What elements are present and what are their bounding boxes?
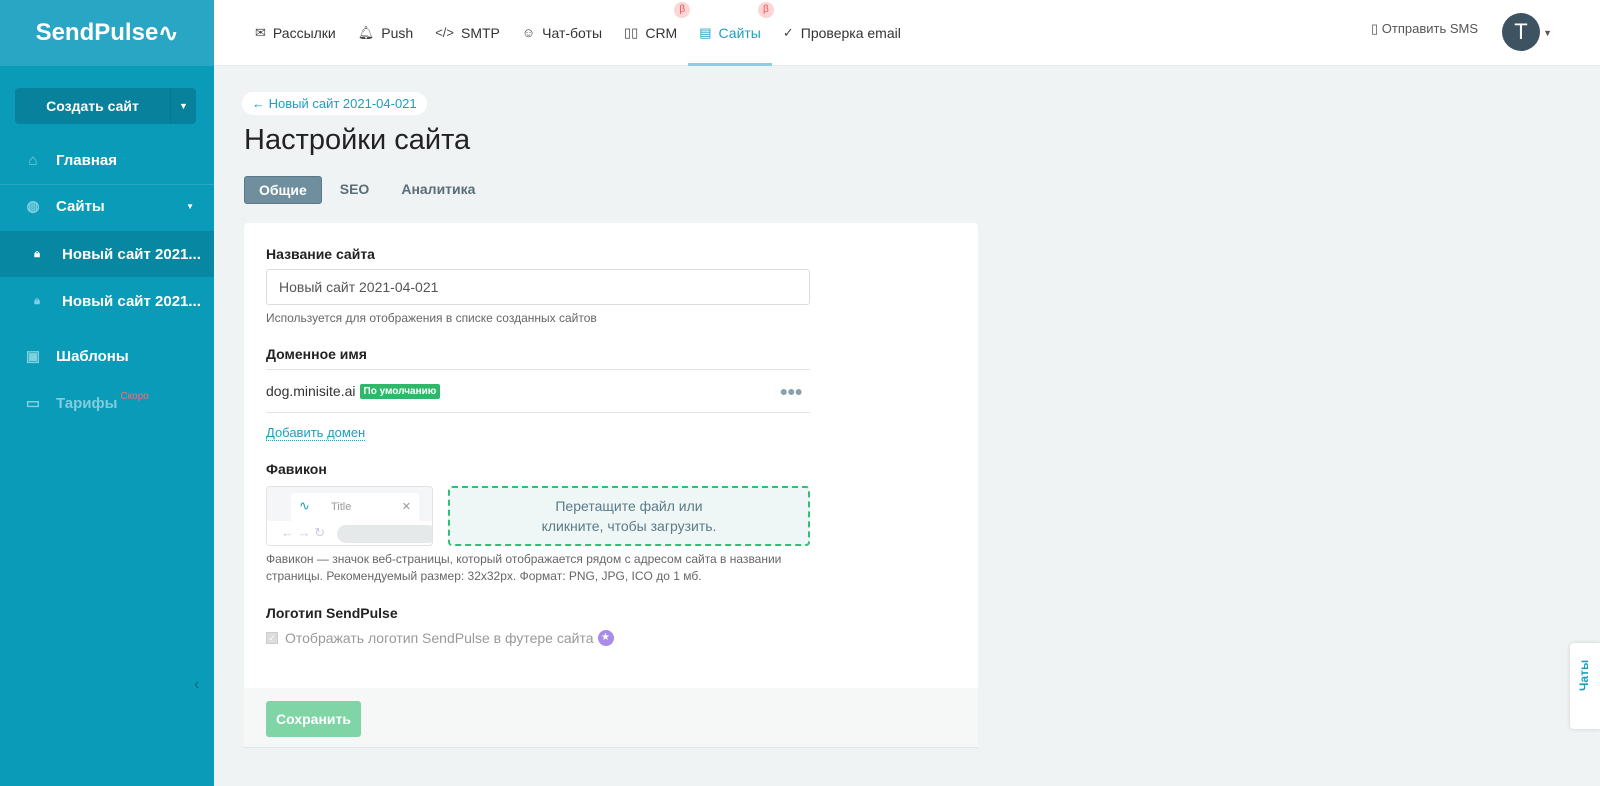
save-button[interactable]: Сохранить: [266, 701, 361, 737]
page-title: Настройки сайта: [244, 124, 471, 156]
templates-icon: ▣: [25, 348, 41, 365]
show-logo-checkbox[interactable]: ✓ Отображать логотип SendPulse в футере с…: [266, 630, 614, 646]
site-name-input[interactable]: Новый сайт 2021-04-021: [266, 269, 810, 305]
site-name-label: Название сайта: [266, 246, 375, 262]
send-sms-link[interactable]: ▯ Отправить SMS: [1370, 21, 1478, 36]
sidebar-item-site-2[interactable]: 🔒︎ Новый сайт 2021...: [0, 278, 214, 324]
pulse-icon: ∿: [299, 498, 310, 513]
lock-icon: 🔒︎: [34, 247, 40, 260]
nav-push[interactable]: 🔔︎ Push: [357, 24, 414, 41]
wallet-icon: ▭: [25, 395, 41, 412]
back-link[interactable]: ← Новый сайт 2021-04-021: [242, 92, 427, 115]
nav-email-verification[interactable]: ✓ Проверка email: [782, 24, 901, 41]
phone-icon: ▯: [1370, 21, 1382, 36]
sidebar: Создать сайт ▼ ⌂ Главная ◍ Сайты ▼ 🔒︎ Новый с…: [0, 66, 214, 786]
globe-icon: ◍: [26, 198, 40, 215]
tab-analytics[interactable]: Аналитика: [401, 181, 476, 197]
tab-seo[interactable]: SEO: [339, 181, 370, 197]
beta-badge: β: [757, 1, 774, 18]
sidebar-item-home[interactable]: ⌂ Главная: [0, 137, 214, 183]
sendpulse-logo[interactable]: SendPulse ∿: [0, 0, 214, 66]
add-domain-link[interactable]: Добавить домен: [266, 425, 366, 441]
favicon-upload-dropzone[interactable]: Перетащите файл или кликните, чтобы загру…: [448, 486, 810, 546]
caret-down-icon[interactable]: ▼: [170, 88, 196, 124]
chevron-down-icon[interactable]: ▼: [1543, 28, 1552, 38]
check-circle-icon: ✓: [782, 24, 794, 40]
pulse-icon: ∿: [158, 19, 179, 47]
domain-name: dog.minisite.ai: [266, 383, 356, 399]
create-site-button[interactable]: Создать сайт ▼: [15, 88, 196, 124]
home-icon: ⌂: [28, 151, 38, 169]
nav-chatbots[interactable]: ☺ Чат-боты: [521, 24, 603, 41]
lock-icon: 🔒︎: [34, 294, 40, 307]
favicon-hint: Фавикон — значок веб-страницы, который о…: [266, 552, 782, 583]
nav-crm[interactable]: ▯▯ CRM β: [613, 0, 691, 66]
nav-sites[interactable]: ▤ Сайты β: [688, 0, 774, 66]
default-badge: По умолчанию: [359, 383, 441, 399]
logo-label: Логотип SendPulse: [266, 605, 398, 621]
domain-row: dog.minisite.ai По умолчанию ●●●: [266, 369, 810, 413]
avatar[interactable]: T: [1502, 13, 1540, 51]
envelope-icon: ✉: [255, 24, 266, 40]
beta-badge: β: [674, 1, 691, 18]
sidebar-item-sites[interactable]: ◍ Сайты ▼: [0, 183, 214, 229]
nav-smtp[interactable]: </> SMTP: [435, 24, 500, 41]
bell-icon: 🔔︎: [357, 24, 375, 40]
sidebar-item-templates[interactable]: ▣ Шаблоны: [25, 347, 129, 366]
sidebar-item-pricing: ▭ Тарифы Скоро: [25, 390, 149, 413]
star-icon: ★: [597, 630, 614, 646]
chat-icon: ☺: [521, 25, 536, 40]
caret-down-icon: ▼: [186, 201, 194, 211]
sites-icon: ▤: [699, 24, 712, 40]
checkbox-icon[interactable]: ✓: [266, 632, 278, 644]
divider: [0, 184, 214, 185]
crm-icon: ▯▯: [624, 24, 639, 40]
favicon-preview: ∿ Title ✕ ← → ↻: [266, 486, 433, 546]
nav-campaigns[interactable]: ✉ Рассылки: [255, 24, 336, 41]
site-name-hint: Используется для отображения в списке со…: [266, 311, 597, 325]
card-footer: Сохранить: [244, 688, 978, 748]
chats-widget[interactable]: Чаты: [1570, 643, 1600, 729]
top-navigation: ✉ Рассылки 🔔︎ Push </> SMTP ☺ Чат-боты ▯▯ CRM…: [214, 0, 1600, 66]
collapse-sidebar-icon[interactable]: ‹: [194, 676, 200, 693]
nav-arrows-icon: ← → ↻: [281, 525, 326, 540]
tab-general[interactable]: Общие: [244, 176, 322, 204]
favicon-label: Фавикон: [266, 461, 327, 477]
more-options-icon[interactable]: ●●●: [779, 383, 803, 399]
settings-card: Название сайта Новый сайт 2021-04-021 Ис…: [244, 223, 978, 688]
code-icon: </>: [435, 25, 454, 40]
domain-label: Доменное имя: [266, 346, 367, 362]
close-icon: ✕: [401, 501, 411, 513]
sidebar-item-site-1[interactable]: 🔒︎ Новый сайт 2021...: [0, 231, 214, 277]
